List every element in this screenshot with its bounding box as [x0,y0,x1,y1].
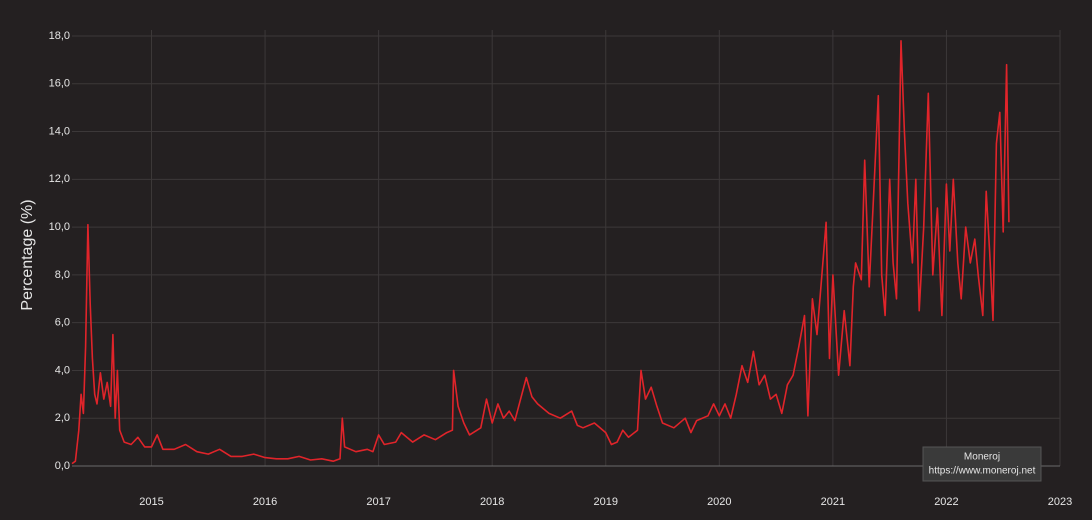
annotation-bg [922,446,1042,482]
y-tick-label: 14,0 [49,125,70,137]
x-tick-label: 2020 [707,496,731,508]
annotation-text: Moneroj [964,452,1000,463]
x-tick-label: 2017 [366,496,390,508]
y-tick-label: 18,0 [49,30,70,42]
x-tick-label: 2015 [139,496,163,508]
y-tick-label: 0,0 [55,460,70,472]
x-tick-label: 2018 [480,496,504,508]
y-tick-label: 2,0 [55,412,70,424]
y-tick-label: 8,0 [55,269,70,281]
y-tick-label: 10,0 [49,221,70,233]
y-axis-label: Percentage (%) [19,199,36,310]
data-line [71,40,1010,465]
x-tick-label: 2021 [821,496,845,508]
x-tick-label: 2019 [594,496,618,508]
annotation-box: Moneroj https://www.moneroj.net [922,446,1042,482]
y-tick-label: 12,0 [49,173,70,185]
y-tick-label: 4,0 [55,364,70,376]
x-tick-label: 2022 [934,496,958,508]
annotation-text: https://www.moneroj.net [929,466,1036,477]
x-tick-label: 2023 [1048,496,1072,508]
y-tick-label: 16,0 [49,78,70,90]
y-tick-label: 6,0 [55,317,70,329]
x-tick-label: 2016 [253,496,277,508]
